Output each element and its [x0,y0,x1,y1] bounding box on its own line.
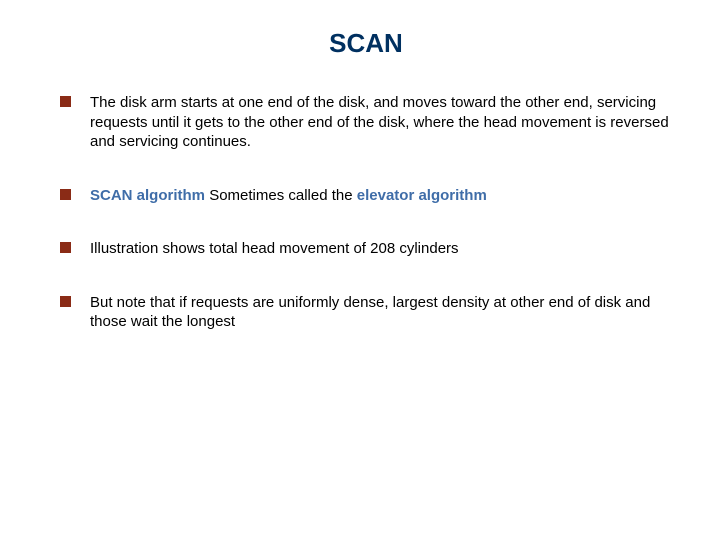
bullet-text: SCAN algorithm Sometimes called the elev… [90,187,487,204]
bullet-text: The disk arm starts at one end of the di… [90,94,669,150]
slide-title: SCAN [60,28,672,59]
bullet-text: But note that if requests are uniformly … [90,294,650,331]
bullet-list: The disk arm starts at one end of the di… [60,93,672,332]
list-item: The disk arm starts at one end of the di… [60,93,672,152]
list-item: SCAN algorithm Sometimes called the elev… [60,186,672,206]
list-item: But note that if requests are uniformly … [60,293,672,332]
bullet-text: Illustration shows total head movement o… [90,240,459,257]
slide: SCAN The disk arm starts at one end of t… [0,0,720,540]
list-item: Illustration shows total head movement o… [60,239,672,259]
